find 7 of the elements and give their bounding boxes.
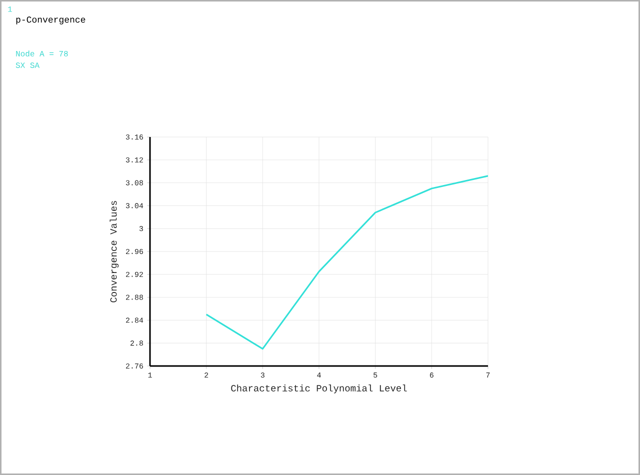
text: 1 <box>8 6 12 12</box>
text: p-Convergence <box>16 16 86 24</box>
text: Node A = 78 <box>16 50 68 56</box>
y-axis-title: Convergence Values <box>110 200 119 302</box>
x-axis-title: Characteristic Polynomial Level <box>231 384 407 394</box>
line-series <box>206 175 488 350</box>
text: SX SA <box>16 62 40 68</box>
